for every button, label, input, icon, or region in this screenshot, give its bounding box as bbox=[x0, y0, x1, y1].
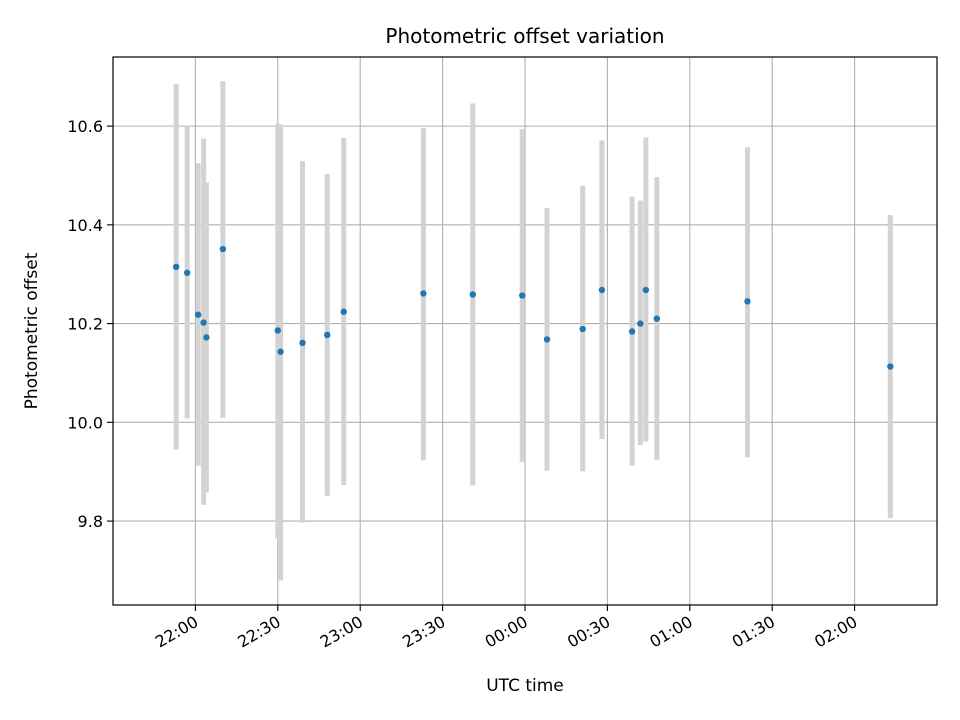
data-point bbox=[653, 315, 661, 322]
data-point bbox=[324, 331, 331, 339]
data-point bbox=[628, 328, 636, 335]
data-point bbox=[194, 311, 202, 318]
data-point bbox=[744, 298, 751, 305]
data-point bbox=[203, 334, 210, 341]
data-point bbox=[200, 319, 207, 326]
data-point bbox=[543, 336, 551, 343]
data-point bbox=[299, 339, 306, 347]
x-axis-label: UTC time bbox=[486, 676, 564, 696]
y-tick-label: 9.8 bbox=[78, 512, 103, 531]
data-point bbox=[183, 269, 191, 276]
data-point bbox=[469, 291, 477, 298]
y-tick-label: 10.0 bbox=[67, 413, 103, 432]
grid bbox=[113, 57, 937, 605]
data-point bbox=[642, 286, 650, 294]
chart-title: Photometric offset variation bbox=[385, 24, 664, 48]
data-point bbox=[274, 327, 281, 334]
data-point bbox=[219, 245, 227, 253]
data-point bbox=[598, 286, 606, 294]
data-point bbox=[420, 290, 427, 297]
data-points bbox=[172, 245, 894, 370]
y-tick-label: 10.4 bbox=[67, 216, 103, 235]
data-point bbox=[340, 308, 347, 315]
y-axis-ticks: 9.8 10.0 10.2 10.4 10.6 bbox=[67, 117, 113, 531]
data-point bbox=[277, 348, 284, 355]
data-point bbox=[887, 363, 894, 370]
data-point bbox=[637, 320, 644, 327]
data-point bbox=[579, 325, 586, 333]
y-axis-label: Photometric offset bbox=[22, 252, 42, 409]
y-tick-label: 10.6 bbox=[67, 117, 103, 136]
data-point bbox=[172, 263, 180, 271]
data-point bbox=[519, 292, 526, 299]
y-tick-label: 10.2 bbox=[67, 315, 103, 334]
